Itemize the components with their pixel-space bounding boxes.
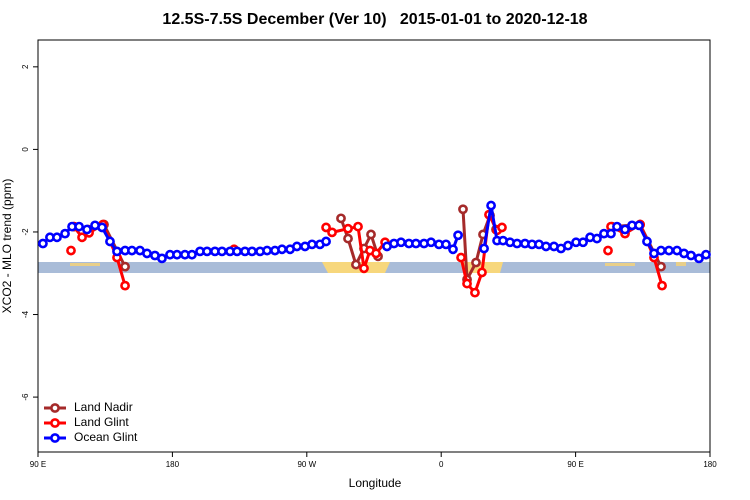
x-tick-label: 180 (703, 460, 717, 469)
y-axis-label: XCO2 - MLO trend (ppm) (0, 179, 14, 314)
data-point (343, 223, 353, 234)
data-point (612, 221, 622, 232)
data-point (359, 263, 369, 274)
data-point (396, 237, 406, 248)
data-point (52, 232, 62, 243)
data-point (656, 245, 666, 256)
chart-title: 12.5S-7.5S December (Ver 10) 2015-01-01 … (162, 11, 587, 28)
data-point (497, 222, 507, 233)
data-point (343, 233, 353, 244)
data-point (603, 245, 613, 256)
data-point (441, 239, 451, 250)
data-point (563, 240, 573, 251)
data-point (620, 224, 630, 235)
data-point (247, 246, 257, 257)
data-point (664, 245, 674, 256)
data-point (127, 245, 137, 256)
data-point (97, 222, 107, 233)
land-patch (70, 263, 100, 266)
data-point (74, 221, 84, 232)
data-point (120, 280, 130, 291)
data-point (642, 236, 652, 247)
data-point (426, 237, 436, 248)
data-point (477, 267, 487, 278)
plot-frame (37, 39, 711, 453)
data-point (456, 252, 466, 263)
x-tick-label: 90 E (30, 460, 46, 469)
data-point (353, 221, 363, 232)
legend-marker (50, 403, 60, 413)
data-point (371, 248, 381, 259)
data-point (479, 243, 489, 254)
data-point (321, 236, 331, 247)
land-patch (605, 263, 635, 266)
data-point (541, 241, 551, 252)
legend-label: Land Nadir (74, 400, 133, 414)
legend-marker (50, 433, 60, 443)
data-point (77, 232, 87, 243)
x-tick-label: 180 (166, 460, 180, 469)
data-point (262, 245, 272, 256)
data-point (202, 246, 212, 257)
data-point (82, 224, 92, 235)
y-tick-label: -4 (21, 310, 30, 318)
data-point (105, 236, 115, 247)
data-point (336, 213, 346, 224)
data-point (142, 248, 152, 259)
x-tick-label: 0 (439, 460, 444, 469)
data-point (470, 287, 480, 298)
data-point (701, 249, 711, 260)
land-patch (676, 262, 686, 266)
data-point (120, 261, 130, 272)
data-point (453, 230, 463, 241)
data-point (512, 238, 522, 249)
data-point (411, 238, 421, 249)
x-tick-label: 90 E (567, 460, 583, 469)
data-point (634, 220, 644, 231)
data-point (277, 244, 287, 255)
data-point (217, 246, 227, 257)
x-axis-label: Longitude (349, 476, 402, 490)
data-point (686, 250, 696, 261)
data-point (462, 278, 472, 289)
data-point (232, 246, 242, 257)
y-tick-label: 0 (21, 147, 30, 152)
data-point (112, 246, 122, 257)
data-point (448, 244, 458, 255)
data-point (486, 200, 496, 211)
data-point (292, 241, 302, 252)
data-point (172, 249, 182, 260)
data-point (307, 239, 317, 250)
y-tick-label: -6 (21, 393, 30, 401)
data-point (351, 259, 361, 270)
x-tick-label: 90 W (297, 460, 316, 469)
data-point (366, 229, 376, 240)
legend-label: Ocean Glint (74, 430, 138, 444)
legend-label: Land Glint (74, 415, 129, 429)
data-point (66, 245, 76, 256)
legend-marker (50, 418, 60, 428)
data-point (694, 253, 704, 264)
data-point (321, 222, 331, 233)
data-point (60, 228, 70, 239)
data-point (187, 249, 197, 260)
map-strip (38, 262, 710, 273)
data-point (458, 204, 468, 215)
y-tick-label: 2 (21, 64, 30, 69)
data-point (157, 253, 167, 264)
data-point (592, 233, 602, 244)
data-point (327, 227, 337, 238)
data-point (606, 228, 616, 239)
data-point (578, 237, 588, 248)
data-point (471, 257, 481, 268)
y-tick-label: -2 (21, 228, 30, 236)
data-point (657, 280, 667, 291)
data-point (38, 238, 48, 249)
